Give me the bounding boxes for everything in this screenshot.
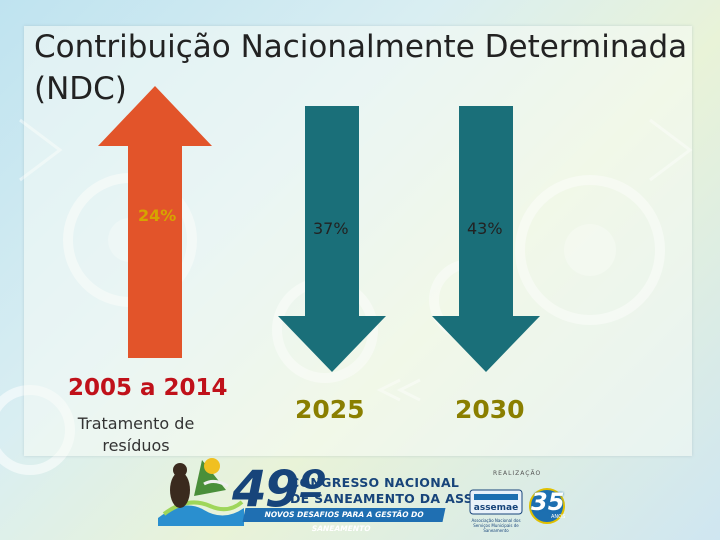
congress-tagline: NOVOS DESAFIOS PARA A GESTÃO DO SANEAMEN… — [242, 508, 446, 533]
percentage-label: 24% — [138, 206, 177, 225]
assemae-tagline: Associação Nacional dos Serviços Municip… — [471, 518, 521, 533]
assemae-logo: assemae — [469, 489, 523, 515]
slide-title: Contribuição Nacionalmente Determinada (… — [34, 29, 688, 107]
percentage-label: 43% — [467, 219, 503, 238]
sector-note: Tratamento de resíduos — [77, 414, 195, 455]
organizer-label: REALIZAÇÃO — [493, 470, 542, 477]
down-arrow-icon — [278, 106, 386, 372]
congress-name-line1: CONGRESSO NACIONAL — [290, 475, 460, 490]
percentage-label: 37% — [313, 219, 349, 238]
anniversary-label: ANOS — [551, 514, 566, 520]
period-label: 2005 a 2014 — [68, 375, 228, 401]
target-year-label: 2030 — [455, 395, 525, 424]
anniversary-badge — [529, 488, 565, 524]
target-year-label: 2025 — [295, 395, 365, 424]
down-arrow-icon — [432, 106, 540, 372]
anniversary-number: 35 — [531, 488, 565, 516]
congress-name-line2: DE SANEAMENTO DA ASSEMAE — [290, 491, 514, 506]
assemae-name: assemae — [474, 503, 518, 513]
congress-mascot-logo — [158, 458, 244, 526]
up-arrow-icon — [98, 86, 212, 358]
